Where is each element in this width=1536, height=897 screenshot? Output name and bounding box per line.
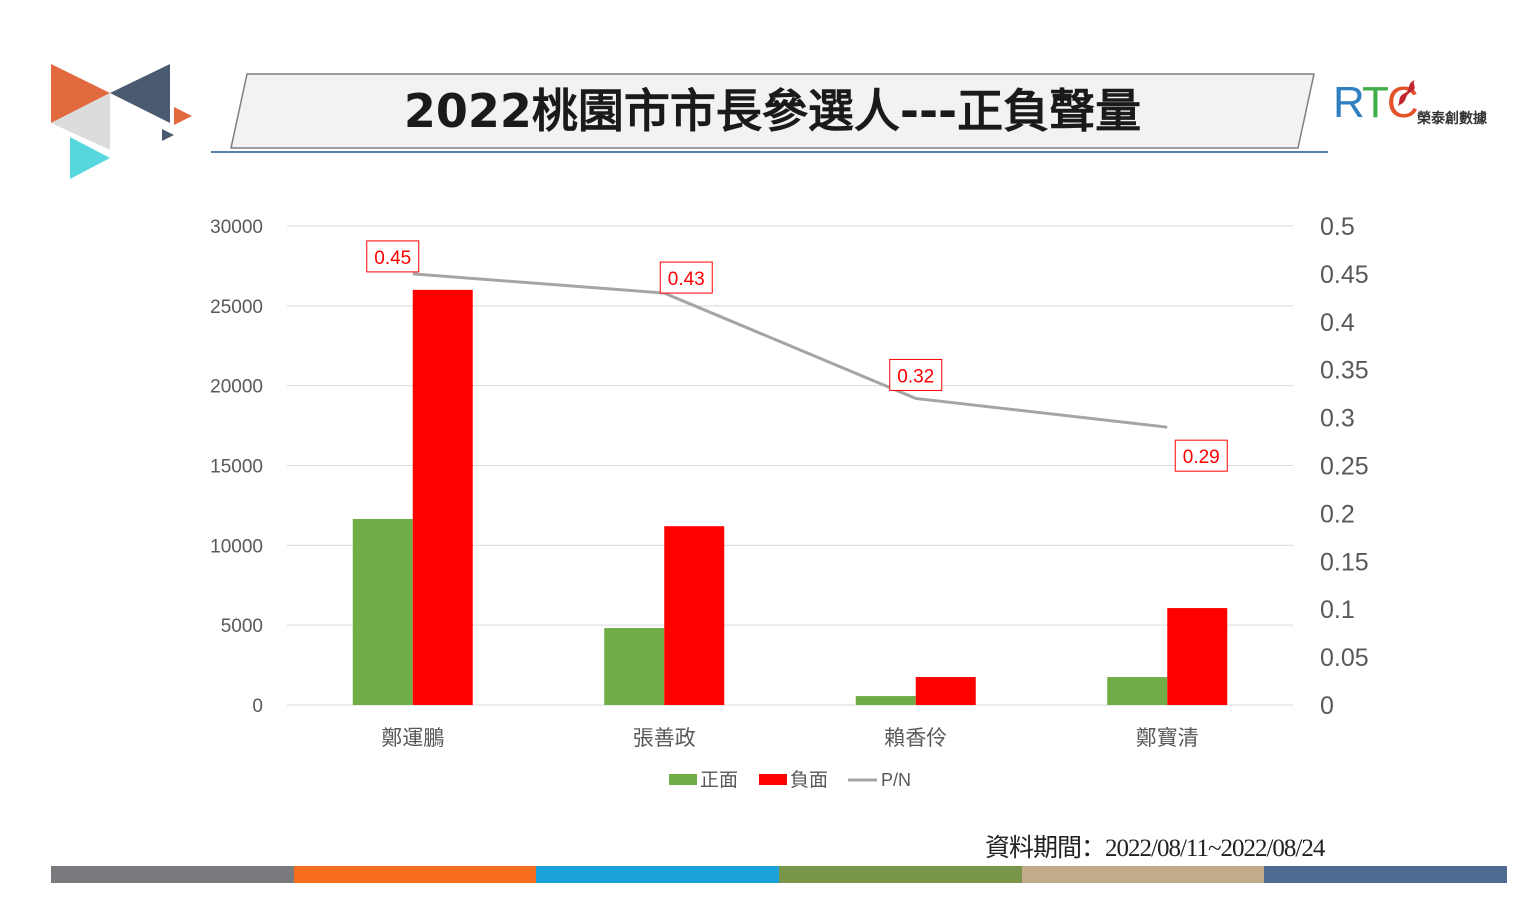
y2-tick-label: 0.5 xyxy=(1320,213,1355,241)
y2-tick-label: 0.35 xyxy=(1320,357,1369,385)
positive-bar xyxy=(352,518,413,705)
y2-tick-label: 0.05 xyxy=(1320,644,1369,672)
footer-color-bar xyxy=(51,866,1508,883)
pn-data-label-box xyxy=(1174,439,1228,472)
y2-tick-label: 0.3 xyxy=(1320,405,1355,433)
pn-data-label: 0.32 xyxy=(897,366,934,387)
data-period-note: 資料期間：2022/08/11~2022/08/24 xyxy=(985,835,1325,862)
pn-data-label-box xyxy=(659,261,713,294)
x-category-label: 張善政 xyxy=(633,726,696,750)
y2-tick-label: 0.15 xyxy=(1320,548,1369,576)
y2-tick-label: 0.45 xyxy=(1320,261,1369,289)
y-tick-label: 25000 xyxy=(210,297,263,318)
footer-segment xyxy=(536,866,780,883)
y-tick-label: 15000 xyxy=(210,457,263,478)
legend-negative-swatch xyxy=(759,774,787,785)
y-tick-label: 5000 xyxy=(221,616,263,637)
page-title: 2022桃園市市長參選人---正負聲量 xyxy=(403,84,1142,138)
footer-segment xyxy=(293,866,537,883)
pn-data-label: 0.43 xyxy=(668,269,705,290)
footer-segment xyxy=(1021,866,1265,883)
footer-segment xyxy=(51,866,294,883)
positive-bar xyxy=(855,696,916,705)
pn-data-label: 0.45 xyxy=(374,248,411,269)
sentiment-chart: 0 5000 10000 15000 20000 25000 30000 0 0.05 0.1 0… xyxy=(210,213,1369,791)
negative-bar xyxy=(1167,608,1228,705)
negative-bar xyxy=(664,526,725,705)
negative-bar xyxy=(412,289,473,705)
y-tick-label: 30000 xyxy=(210,217,263,238)
legend-pn-label: P/N xyxy=(881,770,911,790)
y-tick-label: 20000 xyxy=(210,377,263,398)
legend-positive-swatch xyxy=(669,774,697,785)
x-category-label: 賴香伶 xyxy=(884,726,947,750)
footer-segment xyxy=(1264,866,1508,883)
y2-tick-label: 0.2 xyxy=(1320,500,1355,528)
pn-line xyxy=(412,272,1168,429)
flame-icon xyxy=(1397,80,1415,106)
footer-segment xyxy=(779,866,1022,883)
title-banner xyxy=(230,73,1315,149)
y2-tick-label: 0 xyxy=(1320,692,1334,720)
y2-tick-label: 0.25 xyxy=(1320,453,1369,481)
positive-bar xyxy=(1107,677,1168,705)
pn-data-label: 0.29 xyxy=(1183,447,1220,468)
pn-data-label-box xyxy=(889,358,943,391)
pn-data-label-box xyxy=(366,240,420,273)
y-tick-label: 0 xyxy=(252,696,263,717)
y2-tick-label: 0.4 xyxy=(1320,309,1355,337)
x-category-label: 鄭寶清 xyxy=(1136,726,1199,750)
legend-negative-label: 負面 xyxy=(790,769,828,791)
negative-bar xyxy=(915,677,976,705)
y-tick-label: 10000 xyxy=(210,536,263,557)
title-underline xyxy=(211,151,1328,153)
positive-bar xyxy=(604,628,665,705)
y2-tick-label: 0.1 xyxy=(1320,596,1355,624)
company-logo xyxy=(51,64,192,179)
x-category-label: 鄭運鵬 xyxy=(381,726,444,750)
legend-positive-label: 正面 xyxy=(700,769,738,791)
